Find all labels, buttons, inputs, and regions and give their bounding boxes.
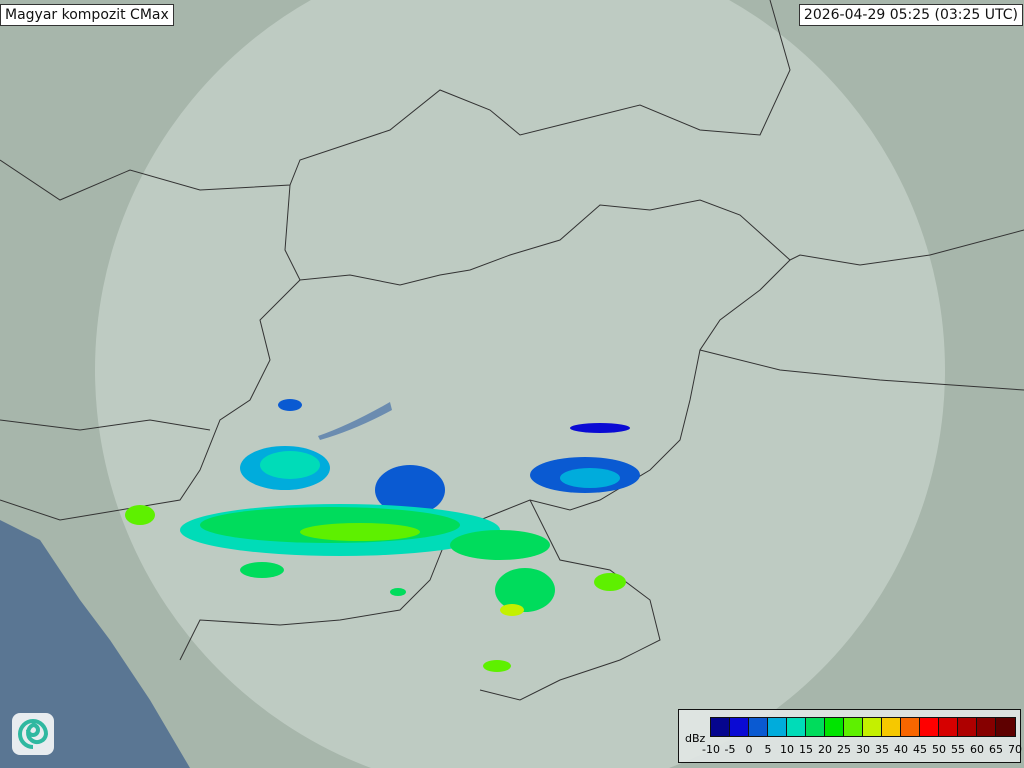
dbz-legend: dBz -10 -5 0 5 10 15 20 25 30 35 40 45 50 55 60 65 70 bbox=[678, 709, 1022, 763]
legend-tick-label: 45 bbox=[913, 743, 927, 756]
legend-bin bbox=[901, 718, 920, 736]
echo bbox=[300, 523, 420, 541]
echo bbox=[390, 588, 406, 596]
legend-tick-label: 25 bbox=[837, 743, 851, 756]
echo bbox=[495, 568, 555, 612]
product-title: Magyar kompozit CMax bbox=[0, 4, 174, 26]
legend-tick-label: 30 bbox=[856, 743, 870, 756]
legend-tick-label: 35 bbox=[875, 743, 889, 756]
country-borders bbox=[0, 0, 1024, 701]
legend-color-bar bbox=[710, 717, 1016, 737]
radar-coverage-area bbox=[95, 0, 945, 768]
legend-bin bbox=[844, 718, 863, 736]
legend-bin bbox=[882, 718, 901, 736]
timestamp: 2026-04-29 05:25 (03:25 UTC) bbox=[798, 4, 1023, 26]
lakes bbox=[318, 402, 392, 440]
legend-bin bbox=[730, 718, 749, 736]
legend-tick-label: 70 bbox=[1008, 743, 1022, 756]
legend-bin bbox=[825, 718, 844, 736]
legend-tick-label: 55 bbox=[951, 743, 965, 756]
echo bbox=[570, 423, 630, 433]
echo bbox=[125, 505, 155, 525]
legend-tick-label: -5 bbox=[724, 743, 736, 756]
legend-bin bbox=[806, 718, 825, 736]
legend-bin bbox=[768, 718, 787, 736]
legend-bin bbox=[996, 718, 1015, 736]
legend-tick-label: 5 bbox=[764, 743, 772, 756]
echo bbox=[560, 468, 620, 488]
lake-balaton bbox=[318, 402, 392, 440]
echo bbox=[450, 530, 550, 560]
echo bbox=[240, 562, 284, 578]
legend-tick-label: 10 bbox=[780, 743, 794, 756]
adriatic-sea bbox=[0, 520, 190, 768]
legend-tick-label: -10 bbox=[702, 743, 720, 756]
legend-tick-label: 40 bbox=[894, 743, 908, 756]
legend-unit: dBz bbox=[685, 732, 706, 745]
radar-echoes bbox=[125, 399, 640, 672]
legend-bin bbox=[711, 718, 730, 736]
legend-tick-label: 50 bbox=[932, 743, 946, 756]
legend-tick-label: 20 bbox=[818, 743, 832, 756]
legend-tick-label: 65 bbox=[989, 743, 1003, 756]
legend-tick-label: 15 bbox=[799, 743, 813, 756]
echo bbox=[483, 660, 511, 672]
legend-tick-label: 60 bbox=[970, 743, 984, 756]
legend-bin bbox=[920, 718, 939, 736]
legend-bin bbox=[863, 718, 882, 736]
echo bbox=[594, 573, 626, 591]
legend-bin bbox=[939, 718, 958, 736]
legend-bin bbox=[749, 718, 768, 736]
echo bbox=[375, 465, 445, 515]
legend-bin bbox=[958, 718, 977, 736]
echo bbox=[260, 451, 320, 479]
legend-tick-label: 0 bbox=[745, 743, 753, 756]
met-service-logo bbox=[12, 713, 54, 755]
swirl-icon bbox=[18, 719, 49, 749]
echo bbox=[500, 604, 524, 616]
echo bbox=[278, 399, 302, 411]
legend-bin bbox=[787, 718, 806, 736]
legend-bin bbox=[977, 718, 996, 736]
